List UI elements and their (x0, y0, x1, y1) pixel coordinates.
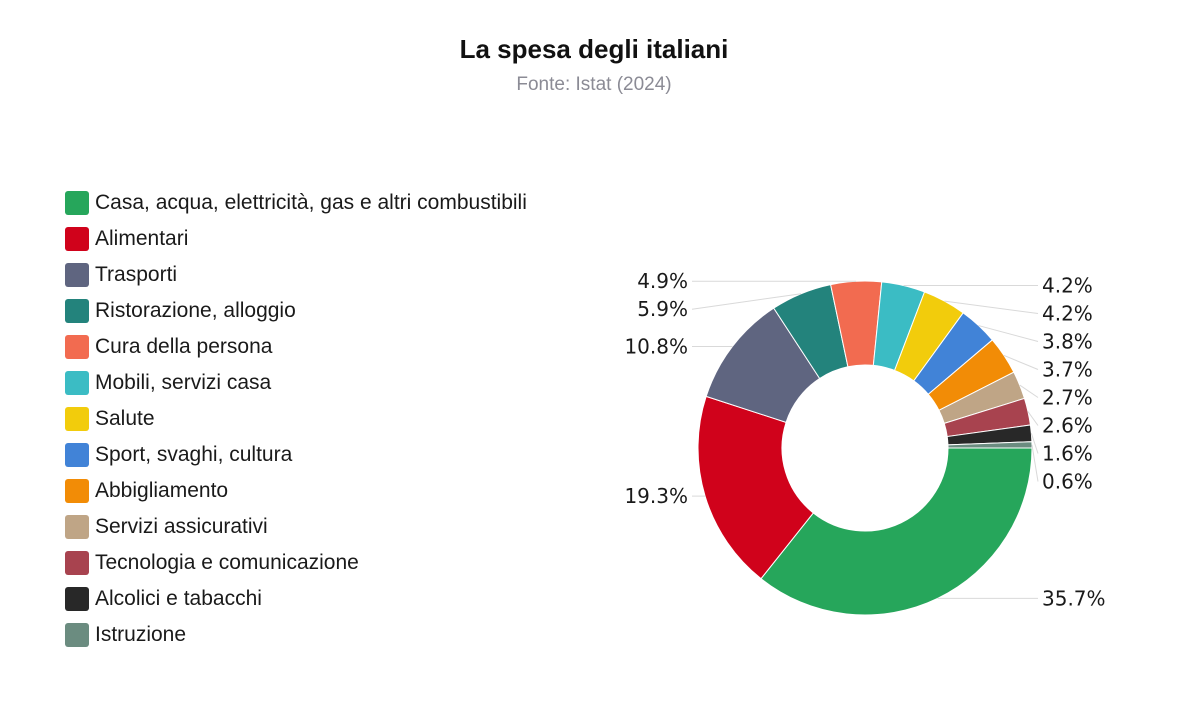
slice-value-label: 2.7% (1042, 385, 1093, 409)
slice-value-label: 0.6% (1042, 469, 1093, 493)
leader-line (1027, 411, 1039, 426)
legend-label: Servizi assicurativi (95, 515, 268, 538)
legend-swatch (65, 371, 89, 395)
legend-swatch (65, 443, 89, 467)
slice-value-label: 4.2% (1042, 273, 1093, 297)
legend-label: Trasporti (95, 263, 178, 286)
donut-slice[interactable] (947, 441, 1033, 449)
slice-value-label: 2.6% (1042, 413, 1093, 437)
legend-swatch (65, 299, 89, 323)
legend-swatch (65, 407, 89, 431)
legend-label: Abbigliamento (95, 479, 229, 502)
legend-swatch (65, 515, 89, 539)
legend-label: Alcolici e tabacchi (95, 587, 262, 610)
legend-label: Salute (95, 407, 155, 430)
slice-value-label: 5.9% (637, 297, 688, 321)
legend-swatch (65, 479, 89, 503)
legend-item[interactable]: Servizi assicurativi (65, 509, 527, 545)
legend-item[interactable]: Alcolici e tabacchi (65, 581, 527, 617)
leader-line (1030, 433, 1039, 454)
legend-label: Mobili, servizi casa (95, 371, 272, 394)
leader-line (978, 325, 1039, 342)
legend-item[interactable]: Istruzione (65, 617, 527, 653)
leader-line (944, 300, 1039, 314)
slice-value-label: 1.6% (1042, 441, 1093, 465)
donut-slice[interactable] (760, 447, 1033, 616)
donut-slice[interactable] (697, 395, 815, 580)
legend-label: Ristorazione, alloggio (95, 299, 296, 322)
legend-label: Istruzione (95, 623, 187, 646)
leader-line (1019, 384, 1039, 398)
legend-swatch (65, 551, 89, 575)
legend-label: Alimentari (95, 227, 189, 250)
legend-label: Tecnologia e comunicazione (95, 551, 359, 574)
legend-label: Casa, acqua, elettricità, gas e altri co… (95, 191, 527, 214)
legend-swatch (65, 623, 89, 647)
slice-value-label: 3.7% (1042, 357, 1093, 381)
slice-value-label: 35.7% (1042, 586, 1106, 610)
legend-item[interactable]: Abbigliamento (65, 473, 527, 509)
legend-label: Sport, svaghi, cultura (95, 443, 293, 466)
legend-swatch (65, 587, 89, 611)
chart-subtitle: Fonte: Istat (2024) (516, 74, 672, 95)
legend-swatch (65, 191, 89, 215)
slice-value-label: 10.8% (624, 334, 688, 358)
legend-label: Cura della persona (95, 335, 273, 358)
legend-item[interactable]: Tecnologia e comunicazione (65, 545, 527, 581)
legend-item[interactable]: Cura della persona (65, 329, 527, 365)
legend-swatch (65, 335, 89, 359)
legend-swatch (65, 263, 89, 287)
slice-value-label: 4.2% (1042, 301, 1093, 325)
legend-item[interactable]: Alimentari (65, 221, 527, 257)
legend-swatch (65, 227, 89, 251)
legend-item[interactable]: Sport, svaghi, cultura (65, 437, 527, 473)
legend-item[interactable]: Trasporti (65, 257, 527, 293)
slice-value-label: 4.9% (637, 269, 688, 293)
slice-value-label: 3.8% (1042, 329, 1093, 353)
legend: Casa, acqua, elettricità, gas e altri co… (65, 185, 527, 653)
leader-line (1003, 354, 1039, 370)
legend-item[interactable]: Casa, acqua, elettricità, gas e altri co… (65, 185, 527, 221)
slice-value-label: 19.3% (624, 484, 688, 508)
leader-line (691, 293, 802, 310)
chart-title: La spesa degli italiani (459, 34, 729, 64)
leader-line (1031, 444, 1039, 482)
legend-item[interactable]: Salute (65, 401, 527, 437)
legend-item[interactable]: Mobili, servizi casa (65, 365, 527, 401)
legend-item[interactable]: Ristorazione, alloggio (65, 293, 527, 329)
